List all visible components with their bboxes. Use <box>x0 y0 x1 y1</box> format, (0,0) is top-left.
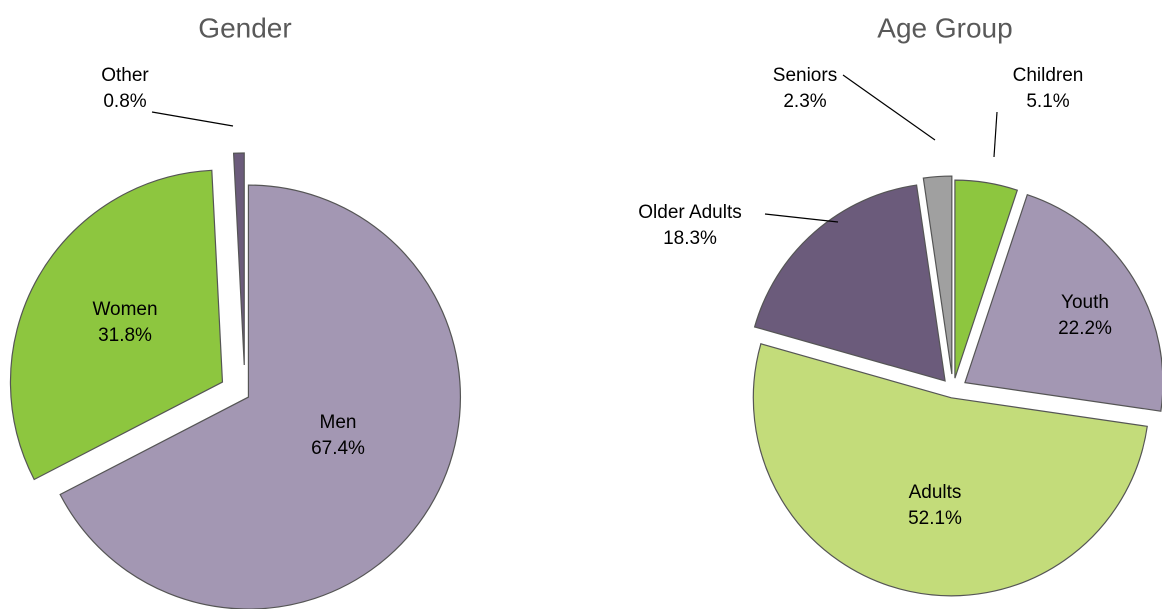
slice-label: Women <box>92 299 157 320</box>
pie-slice <box>232 152 245 366</box>
pie-slice <box>922 175 953 375</box>
slice-label: Youth <box>1061 292 1109 313</box>
slice-label: Children <box>1013 65 1084 86</box>
leader-line <box>842 74 936 141</box>
slice-value-label: 5.1% <box>1026 91 1069 112</box>
slice-label: Other <box>101 65 149 86</box>
slice-label: Older Adults <box>638 202 742 223</box>
pie-slice <box>9 169 224 481</box>
slice-value-label: 18.3% <box>663 228 717 249</box>
slice-label: Adults <box>909 482 962 503</box>
slice-value-label: 2.3% <box>783 91 826 112</box>
slice-value-label: 67.4% <box>311 438 365 459</box>
slice-label: Seniors <box>773 65 837 86</box>
leader-line <box>151 111 234 127</box>
chart-title: Gender <box>198 12 291 43</box>
slice-value-label: 0.8% <box>103 91 146 112</box>
pie-slice <box>59 184 461 610</box>
slice-value-label: 31.8% <box>98 325 152 346</box>
slice-value-label: 22.2% <box>1058 318 1112 339</box>
pie-slice <box>752 343 1148 597</box>
slice-value-label: 52.1% <box>908 508 962 529</box>
slice-label: Men <box>320 412 357 433</box>
pie-slice <box>753 184 946 382</box>
pie-slice <box>964 193 1162 412</box>
chart-title: Age Group <box>877 12 1012 43</box>
pie-slice <box>954 179 1019 379</box>
leader-line <box>993 111 998 158</box>
leader-line <box>764 213 839 223</box>
